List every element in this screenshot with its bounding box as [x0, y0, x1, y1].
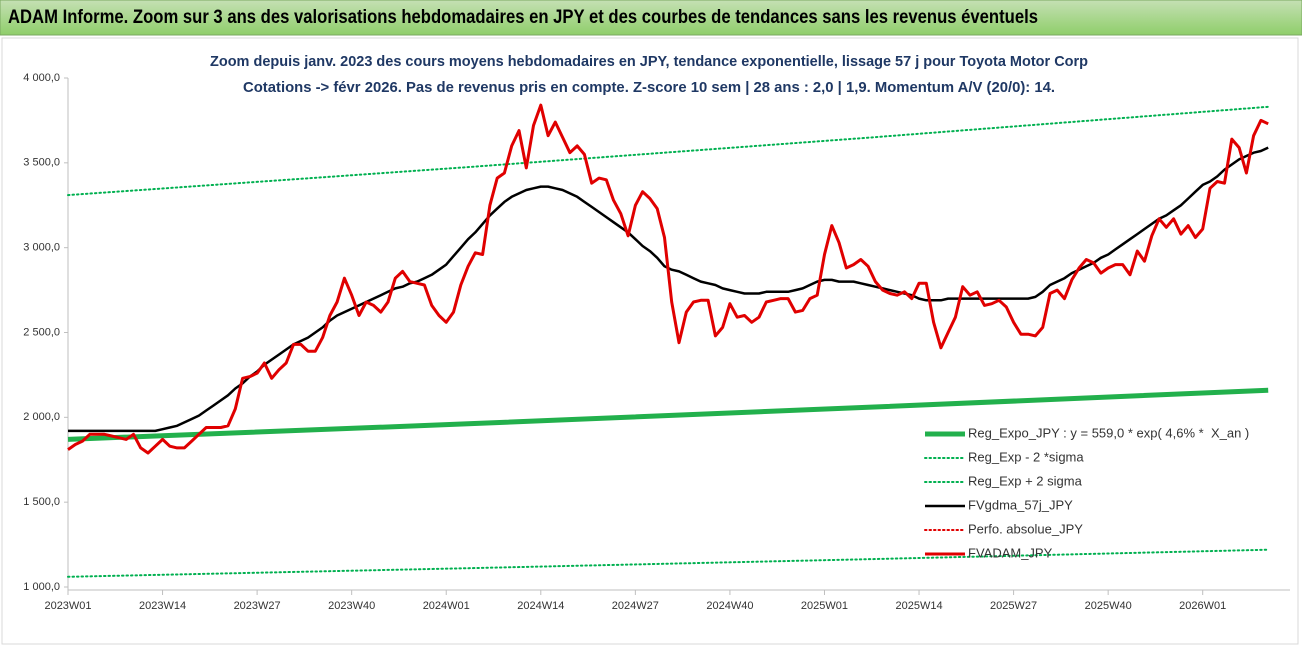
x-tick-label: 2024W01 — [423, 600, 470, 612]
x-tick-label: 2023W27 — [234, 600, 281, 612]
legend-label: FVADAM_JPY — [968, 545, 1053, 560]
legend-label: Reg_Exp - 2 *sigma — [968, 449, 1084, 464]
series-line — [67, 105, 1270, 197]
x-tick-label: 2023W14 — [139, 600, 186, 612]
chart-border — [1, 37, 1299, 645]
y-tick-label: 2 000,0 — [23, 411, 60, 423]
y-tick-label: 1 000,0 — [23, 581, 60, 593]
y-tick-label: 2 500,0 — [23, 326, 60, 338]
y-tick-label: 1 500,0 — [23, 496, 60, 508]
chart-subtitle: Zoom depuis janv. 2023 des cours moyens … — [210, 53, 1088, 70]
x-tick-label: 2023W40 — [328, 600, 375, 612]
series-line — [67, 103, 1269, 455]
y-tick-label: 4 000,0 — [23, 72, 60, 84]
x-tick-label: 2023W01 — [44, 600, 91, 612]
x-tick-label: 2025W40 — [1085, 600, 1132, 612]
x-tick-label: 2025W01 — [801, 600, 848, 612]
x-tick-label: 2025W14 — [895, 600, 942, 612]
x-tick-label: 2026W01 — [1179, 600, 1226, 612]
legend-label: FVgdma_57j_JPY — [968, 497, 1073, 512]
x-tick-label: 2024W40 — [706, 600, 753, 612]
legend-label: Reg_Expo_JPY : y = 559,0 * exp( 4,6% * X… — [968, 425, 1249, 440]
series-line — [67, 548, 1270, 578]
legend-label: Perfo. absolue_JPY — [968, 521, 1083, 536]
legend-label: Reg_Exp + 2 sigma — [968, 473, 1083, 488]
series-line — [67, 387, 1269, 442]
x-tick-label: 2024W14 — [517, 600, 564, 612]
x-tick-label: 2025W27 — [990, 600, 1037, 612]
header-bar — [0, 0, 1302, 36]
x-tick-label: 2024W27 — [612, 600, 659, 612]
chart-subtitle: Cotations -> févr 2026. Pas de revenus p… — [243, 79, 1055, 96]
y-tick-label: 3 500,0 — [23, 157, 60, 169]
page-title: ADAM Informe. Zoom sur 3 ans des valoris… — [8, 7, 1038, 28]
y-tick-label: 3 000,0 — [23, 242, 60, 254]
